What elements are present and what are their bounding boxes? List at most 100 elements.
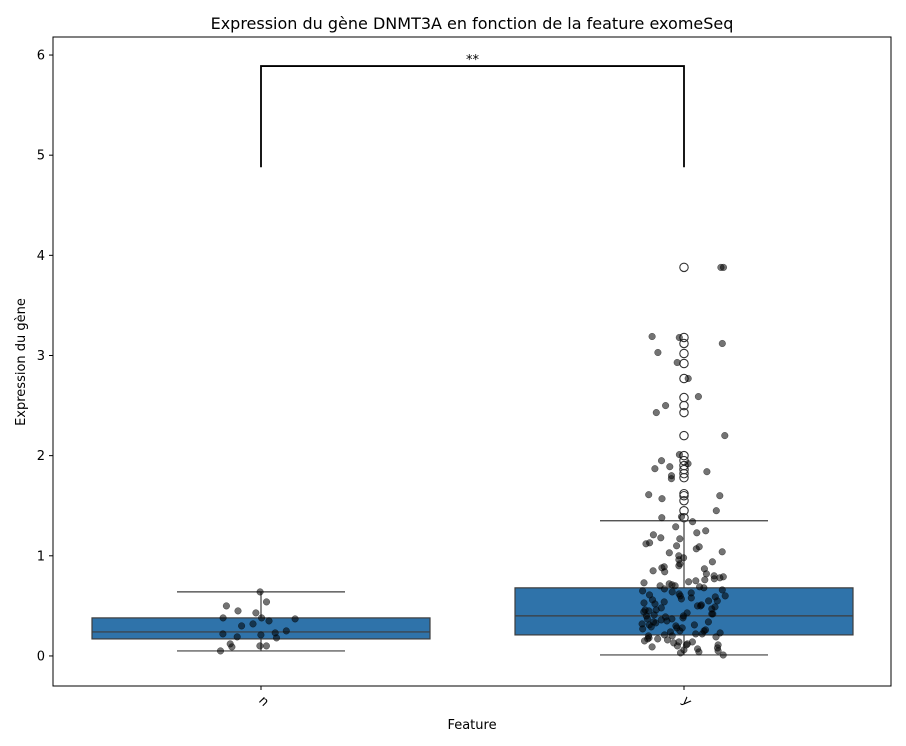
strip-point <box>652 409 660 417</box>
strip-point <box>222 602 230 610</box>
strip-point <box>649 567 657 575</box>
strip-point <box>668 588 676 596</box>
y-tick-label: 3 <box>37 349 45 364</box>
y-tick-label: 6 <box>37 49 45 64</box>
strip-point <box>667 475 675 483</box>
strip-point <box>695 648 703 656</box>
strip-point <box>701 576 709 584</box>
strip-point <box>272 634 281 642</box>
strip-point <box>702 527 710 535</box>
strip-point <box>640 599 648 607</box>
strip-point <box>693 602 702 610</box>
outlier-marker <box>679 488 689 499</box>
significance-bracket <box>260 65 685 168</box>
strip-point <box>660 585 668 593</box>
strip-point <box>234 607 242 615</box>
strip-point <box>647 623 655 631</box>
strip-point <box>639 625 647 633</box>
strip-point <box>640 579 648 587</box>
strip-point <box>676 627 684 635</box>
strip-point <box>663 636 672 644</box>
strip-point <box>262 598 271 606</box>
strip-point <box>650 611 658 619</box>
strip-point <box>258 614 266 622</box>
strip-point <box>679 614 687 622</box>
strip-point <box>252 609 260 617</box>
outlier-marker <box>679 338 689 349</box>
strip-point <box>651 600 659 608</box>
strip-point <box>721 432 729 440</box>
strip-point <box>645 491 653 499</box>
strip-point <box>676 535 684 543</box>
strip-point <box>693 529 701 537</box>
strip-point <box>671 582 679 590</box>
strip-point <box>660 598 668 606</box>
strip-point <box>661 568 669 576</box>
strip-point <box>692 577 700 585</box>
strip-point <box>658 495 666 503</box>
strip-point <box>216 647 225 655</box>
x-axis-label: Feature <box>447 718 496 733</box>
strip-point <box>265 617 273 625</box>
strip-point <box>219 614 227 622</box>
strip-point <box>714 647 722 655</box>
strip-point <box>673 642 681 650</box>
strip-point <box>719 651 727 659</box>
strip-point <box>694 393 702 401</box>
strip-point <box>648 332 656 341</box>
strip-point <box>677 513 686 521</box>
strip-point <box>719 263 728 271</box>
strip-point <box>675 451 683 459</box>
strip-point <box>654 348 662 357</box>
strip-point <box>718 339 726 348</box>
outlier-marker <box>679 262 689 273</box>
strip-point <box>654 635 662 643</box>
strip-point <box>228 643 236 651</box>
strip-point <box>642 540 650 548</box>
strip-point <box>675 333 683 342</box>
outlier-marker <box>679 430 689 441</box>
strip-point <box>712 633 720 641</box>
y-tick-label: 2 <box>37 449 45 464</box>
strip-point <box>291 615 299 623</box>
strip-point <box>639 587 647 595</box>
strip-point <box>690 621 698 629</box>
strip-point <box>665 549 673 557</box>
strip-point <box>262 642 270 650</box>
outlier-marker <box>679 495 689 506</box>
strip-point <box>666 463 674 471</box>
strip-point <box>718 586 726 594</box>
strip-point <box>700 584 708 592</box>
strip-point <box>716 492 724 500</box>
strip-point <box>687 594 695 602</box>
strip-point <box>704 618 712 626</box>
strip-point <box>257 631 265 639</box>
outlier-marker <box>679 407 689 418</box>
strip-point <box>689 518 697 526</box>
strip-point <box>249 620 257 628</box>
strip-point <box>703 468 711 476</box>
strip-point <box>676 649 685 657</box>
y-tick-label: 4 <box>37 249 45 264</box>
strip-point <box>684 460 692 468</box>
y-axis-label: Expression du gène <box>14 298 29 426</box>
strip-point <box>673 358 681 367</box>
strip-point <box>649 531 657 539</box>
strip-point <box>657 457 666 465</box>
strip-point <box>658 514 666 522</box>
outlier-marker <box>679 464 689 475</box>
strip-point <box>698 630 706 638</box>
strip-point <box>721 592 729 600</box>
strip-point <box>663 617 671 625</box>
strip-point <box>657 534 665 542</box>
y-tick-label: 5 <box>37 149 45 164</box>
strip-point <box>702 570 710 578</box>
strip-point <box>705 597 713 605</box>
y-tick-label: 1 <box>37 549 45 564</box>
strip-point <box>651 465 659 473</box>
strip-point <box>233 633 241 641</box>
strip-point <box>685 578 693 586</box>
strip-point <box>282 627 290 635</box>
strip-point <box>652 619 660 627</box>
